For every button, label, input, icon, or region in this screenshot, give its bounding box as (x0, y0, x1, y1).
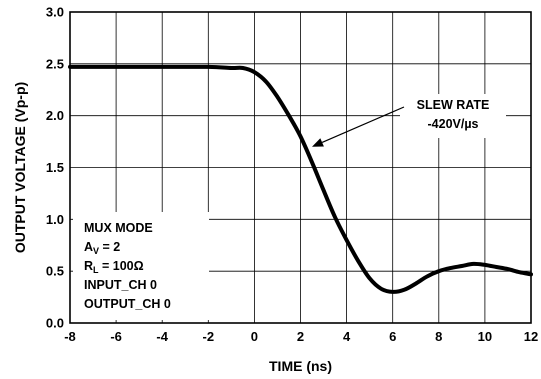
conditions-mode: MUX MODE (84, 221, 153, 235)
x-tick-label: -8 (64, 329, 76, 344)
y-tick-label: 3.0 (46, 5, 64, 20)
slew-arrow-line (321, 106, 405, 143)
x-tick-label: -2 (203, 329, 215, 344)
conditions-load: RL = 100Ω (84, 259, 144, 275)
conditions-input: INPUT_CH 0 (84, 278, 157, 292)
x-tick-label: 0 (251, 329, 258, 344)
x-tick-label: -4 (156, 329, 168, 344)
y-tick-label: 1.0 (46, 212, 64, 227)
y-tick-label: 2.5 (46, 56, 64, 71)
series-layer (68, 64, 533, 294)
x-tick-label: 10 (478, 329, 492, 344)
y-axis-label: OUTPUT VOLTAGE (Vp-p) (12, 82, 28, 253)
slew-arrow-head (312, 138, 324, 147)
y-tick-label: 1.5 (46, 160, 64, 175)
conditions-box (73, 212, 209, 320)
x-tick-label: 12 (524, 329, 538, 344)
tick-labels: -8 -6 -4 -2 0 2 4 6 8 10 12 0.0 0.5 1.0 1.5 2.0 2.5 3.0 (46, 5, 538, 345)
slew-label-bg (400, 94, 506, 138)
x-tick-label: 8 (435, 329, 442, 344)
output-voltage-line (68, 64, 533, 294)
x-tick-label: 6 (389, 329, 396, 344)
x-tick-label: -6 (110, 329, 122, 344)
y-tick-label: 0.0 (46, 316, 64, 331)
slew-rate-value: -420V/µs (428, 117, 479, 131)
x-tick-label: 2 (297, 329, 304, 344)
y-tick-label: 2.0 (46, 108, 64, 123)
x-axis-label: TIME (ns) (269, 358, 332, 374)
x-tick-label: 4 (343, 329, 351, 344)
plot-frame (69, 11, 532, 324)
conditions-output: OUTPUT_CH 0 (84, 297, 171, 311)
y-tick-label: 0.5 (46, 264, 64, 279)
conditions-gain: AV = 2 (84, 240, 120, 256)
slew-rate-label: SLEW RATE (417, 98, 490, 112)
